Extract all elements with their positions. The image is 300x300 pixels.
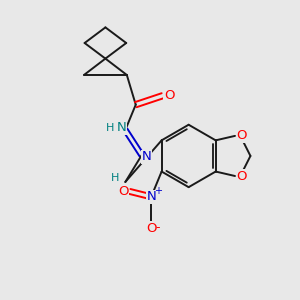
Text: O: O: [236, 169, 247, 182]
Text: N: N: [141, 150, 151, 163]
Text: O: O: [146, 222, 157, 235]
Text: H: H: [106, 123, 114, 133]
Text: N: N: [146, 190, 156, 203]
Text: O: O: [236, 129, 247, 142]
Text: N: N: [117, 121, 127, 134]
Text: +: +: [154, 187, 162, 196]
Text: O: O: [164, 89, 174, 102]
Text: H: H: [111, 173, 119, 183]
Text: -: -: [155, 221, 160, 234]
Text: O: O: [118, 185, 128, 198]
